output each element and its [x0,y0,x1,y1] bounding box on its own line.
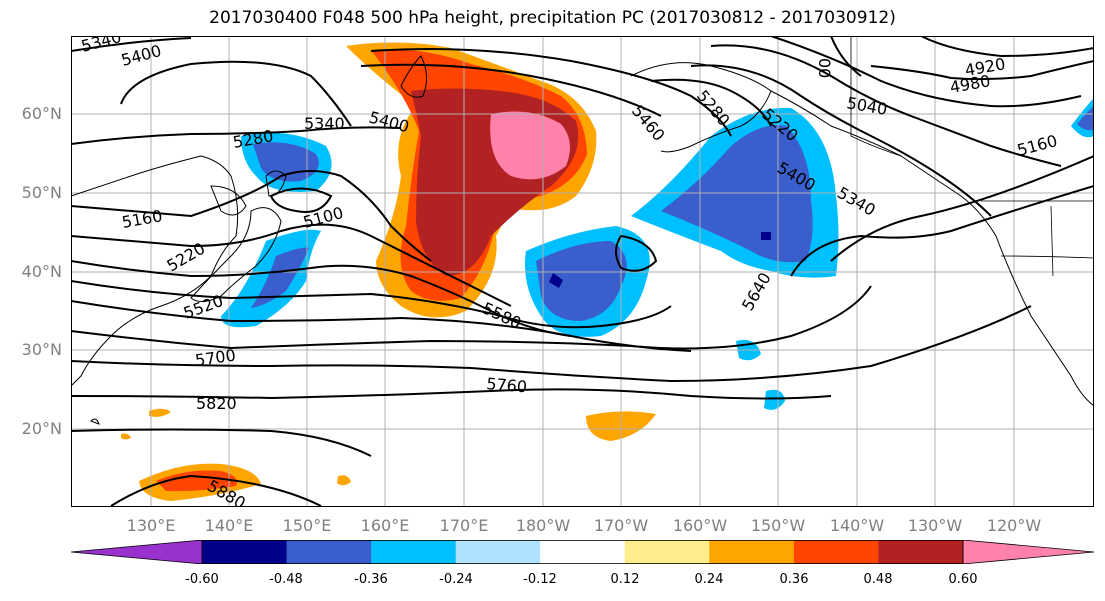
lon-label: 140°E [204,516,254,535]
colorbar-swatch [202,540,288,564]
lon-label: 130°W [907,516,963,535]
colorbar-swatch [793,540,879,564]
colorbar-swatch-extend-low [71,540,203,564]
contour-label: 5760 [486,374,528,396]
lat-label: 50°N [21,183,62,202]
lat-label: 20°N [21,419,62,438]
colorbar-tick-label: 0.48 [863,572,893,587]
colorbar-swatch [878,540,964,564]
gridlines [71,36,1094,507]
colorbar-swatch-extend-high [962,540,1094,564]
colorbar-tick-label: 0.12 [610,572,640,587]
colorbar-swatch [709,540,795,564]
lon-label: 130°E [126,516,176,535]
lon-label: 170°W [593,516,649,535]
lon-label: 160°E [360,516,410,535]
colorbar-frame [201,540,964,564]
colorbar-swatch [540,540,626,564]
borders [850,36,1094,277]
coastlines [71,55,1094,425]
map-frame [71,36,1094,507]
colorbar-tick-label: -0.24 [439,572,473,587]
colorbar-tick-label: 0.60 [948,572,978,587]
contour-label: 5340 [304,114,345,133]
lon-label: 170°E [439,516,489,535]
colorbar-swatch [455,540,541,564]
colorbar-tick-label: -0.48 [269,572,303,587]
colorbar-swatch [371,540,457,564]
colorbar-tick-label: 0.24 [694,572,724,587]
colorbar-tick-label: -0.60 [185,572,219,587]
colorbar-tick-label: -0.12 [523,572,557,587]
lon-label: 160°W [672,516,728,535]
colorbar-swatch [624,540,710,564]
colorbar-tick-label: 0.36 [779,572,809,587]
colorbar-swatch [286,540,372,564]
lon-label: 120°W [986,516,1042,535]
map-panel: 5340 5400 5280 5340 5400 5160 5100 5220 … [71,36,1094,507]
lon-label: 150°E [282,516,332,535]
lon-label: 150°W [750,516,806,535]
colorbar [71,540,1094,564]
lat-label: 30°N [21,340,62,359]
lon-label: 140°W [829,516,885,535]
contour-label: 5820 [196,394,237,413]
lon-label: 180°W [515,516,571,535]
contour-label: 00 [815,58,834,78]
map-title: 2017030400 F048 500 hPa height, precipit… [209,8,896,28]
colorbar-tick-label: -0.36 [354,572,388,587]
height-contours [71,36,1094,507]
lat-label: 60°N [21,104,62,123]
lat-label: 40°N [21,262,62,281]
